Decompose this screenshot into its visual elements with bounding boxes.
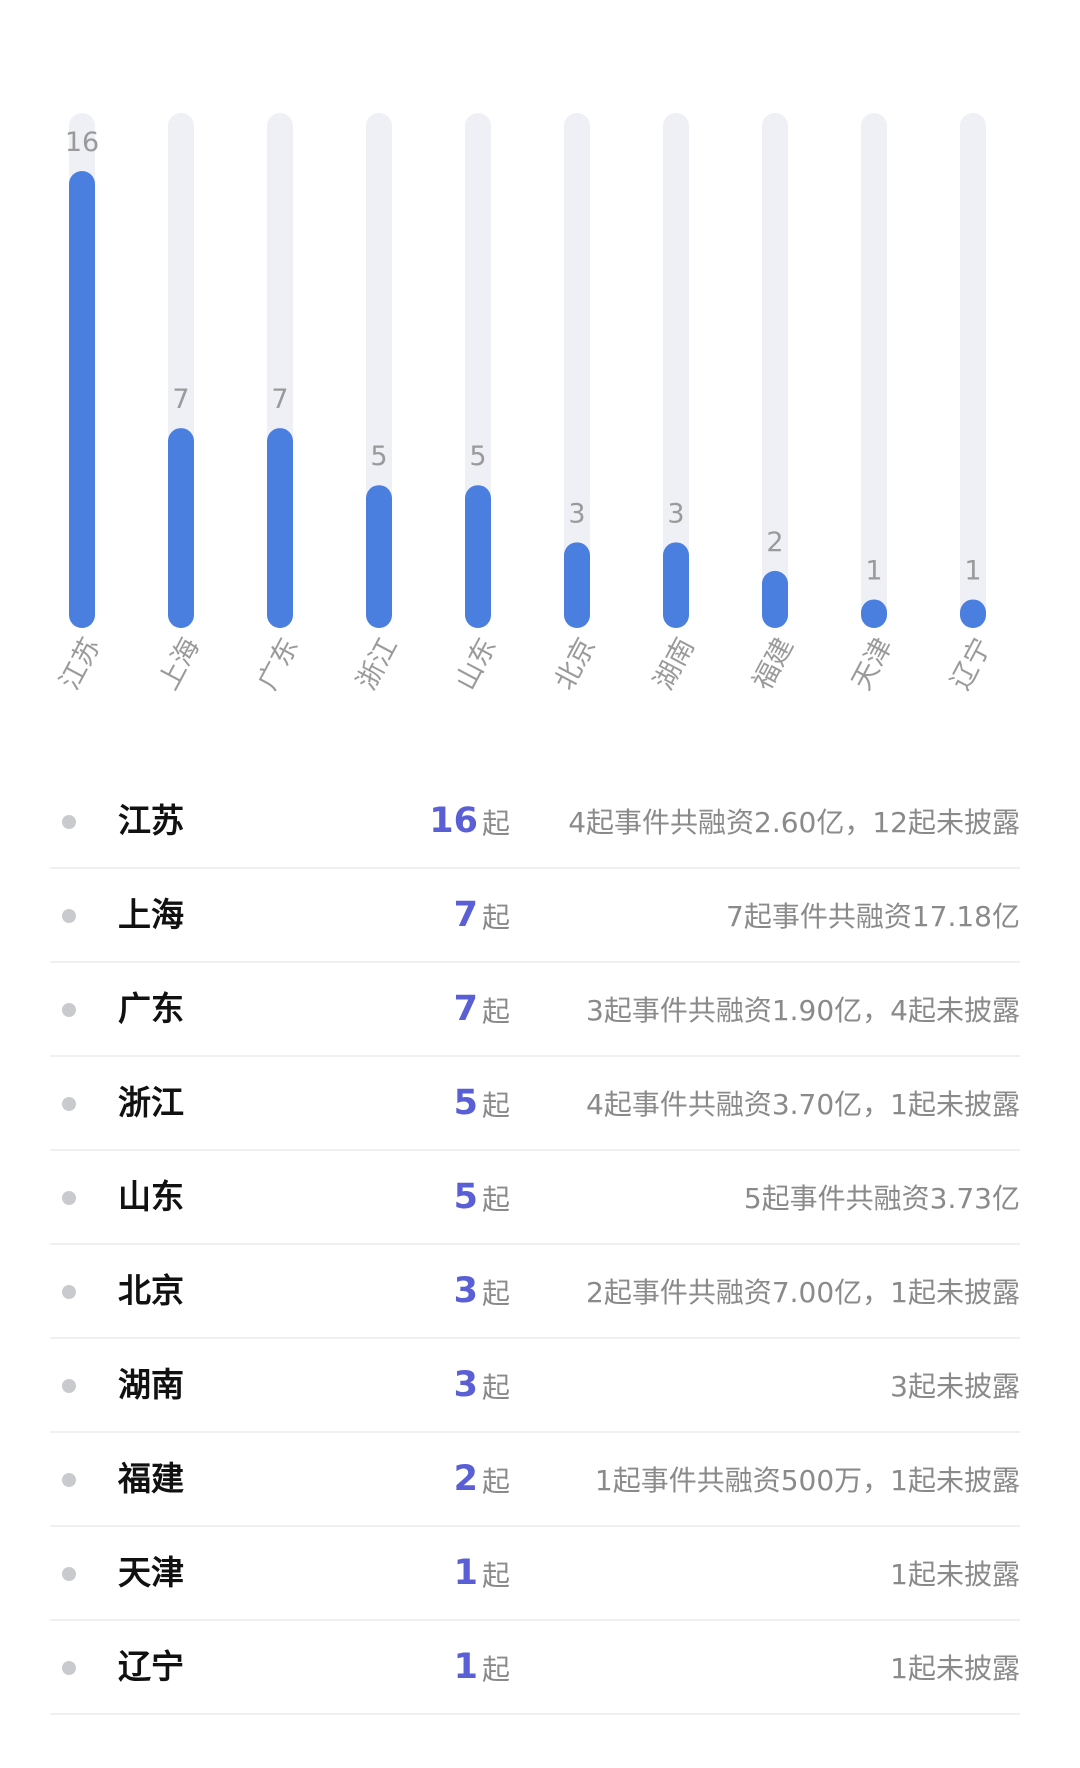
table-row: 北京 3 起 2起事件共融资7.00亿，1起未披露	[50, 1245, 1020, 1339]
category-tick-label: 江苏	[54, 633, 107, 695]
bar-track	[960, 113, 986, 628]
region-table: 江苏 16 起 4起事件共融资2.60亿，12起未披露 上海 7 起 7起事件共…	[50, 775, 1020, 1715]
count-unit: 起	[482, 1371, 511, 1404]
bullet-dot-icon	[62, 1097, 76, 1111]
category-tick-label: 北京	[549, 633, 602, 695]
region-name: 福建	[118, 1459, 184, 1498]
bar-value-label: 2	[766, 527, 783, 558]
bullet-dot-icon	[62, 1003, 76, 1017]
bar	[762, 570, 788, 628]
bar	[69, 171, 95, 628]
category-tick-label: 天津	[846, 633, 899, 695]
count-unit: 起	[482, 1465, 511, 1498]
bar-track	[564, 113, 590, 628]
region-name: 江苏	[118, 801, 184, 840]
table-row: 山东 5 起 5起事件共融资3.73亿	[50, 1151, 1020, 1245]
bar-value-label: 7	[271, 384, 288, 415]
bar	[564, 542, 590, 628]
funding-note: 4起事件共融资3.70亿，1起未披露	[586, 1088, 1020, 1121]
bullet-dot-icon	[62, 815, 76, 829]
bar-track	[861, 113, 887, 628]
bar	[861, 599, 887, 628]
count-unit: 起	[482, 1277, 511, 1310]
region-name: 山东	[118, 1177, 184, 1216]
funding-note: 1起事件共融资500万，1起未披露	[594, 1464, 1020, 1497]
bar-value-label: 16	[65, 127, 99, 158]
bar-track	[762, 113, 788, 628]
funding-note: 2起事件共融资7.00亿，1起未披露	[586, 1276, 1020, 1309]
funding-note: 1起未披露	[890, 1652, 1020, 1685]
event-count: 1	[453, 1553, 478, 1593]
bullet-dot-icon	[62, 1661, 76, 1675]
bar	[960, 599, 986, 628]
bar	[465, 485, 491, 628]
bar-value-label: 1	[964, 555, 981, 586]
category-tick-label: 广东	[252, 633, 305, 695]
bullet-dot-icon	[62, 1379, 76, 1393]
bar-value-label: 3	[667, 498, 684, 529]
funding-note: 1起未披露	[890, 1558, 1020, 1591]
bullet-dot-icon	[62, 909, 76, 923]
count-unit: 起	[482, 807, 511, 840]
event-count: 1	[453, 1647, 478, 1687]
bar-value-label: 5	[469, 441, 486, 472]
table-row: 浙江 5 起 4起事件共融资3.70亿，1起未披露	[50, 1057, 1020, 1151]
region-name: 辽宁	[118, 1647, 184, 1686]
bullet-dot-icon	[62, 1567, 76, 1581]
event-count: 16	[429, 801, 478, 841]
event-count: 3	[453, 1271, 478, 1311]
category-tick-label: 浙江	[351, 633, 404, 695]
count-unit: 起	[482, 1653, 511, 1686]
count-unit: 起	[482, 995, 511, 1028]
region-name: 湖南	[118, 1365, 184, 1404]
table-row: 辽宁 1 起 1起未披露	[50, 1621, 1020, 1715]
table-row: 天津 1 起 1起未披露	[50, 1527, 1020, 1621]
bar	[663, 542, 689, 628]
bullet-dot-icon	[62, 1191, 76, 1205]
bar-track	[663, 113, 689, 628]
funding-note: 3起未披露	[890, 1370, 1020, 1403]
event-count: 7	[453, 989, 478, 1029]
bar-value-label: 5	[370, 441, 387, 472]
funding-note: 4起事件共融资2.60亿，12起未披露	[568, 806, 1020, 839]
category-tick-label: 辽宁	[945, 633, 998, 695]
event-count: 5	[453, 1177, 478, 1217]
funding-note: 7起事件共融资17.18亿	[726, 900, 1020, 933]
bar	[366, 485, 392, 628]
region-bar-chart: 16 江苏 7 上海 7 广东 5 浙江 5 山东 3 北京 3 湖南 2 福建 1 天津 1 辽宁	[54, 113, 998, 695]
table-row: 福建 2 起 1起事件共融资500万，1起未披露	[50, 1433, 1020, 1527]
table-row: 广东 7 起 3起事件共融资1.90亿，4起未披露	[50, 963, 1020, 1057]
funding-note: 3起事件共融资1.90亿，4起未披露	[586, 994, 1020, 1027]
funding-note: 5起事件共融资3.73亿	[743, 1182, 1020, 1215]
event-count: 2	[453, 1459, 478, 1499]
region-name: 天津	[118, 1553, 184, 1592]
bar-value-label: 7	[172, 384, 189, 415]
category-tick-label: 湖南	[648, 633, 701, 695]
event-count: 5	[453, 1083, 478, 1123]
bar-value-label: 3	[568, 498, 585, 529]
event-count: 3	[453, 1365, 478, 1405]
region-name: 浙江	[118, 1083, 184, 1122]
region-name: 广东	[118, 989, 184, 1028]
bar	[267, 428, 293, 628]
category-tick-label: 山东	[450, 633, 503, 695]
event-count: 7	[453, 895, 478, 935]
count-unit: 起	[482, 1559, 511, 1592]
table-row: 湖南 3 起 3起未披露	[50, 1339, 1020, 1433]
count-unit: 起	[482, 901, 511, 934]
bullet-dot-icon	[62, 1285, 76, 1299]
region-name: 上海	[118, 895, 184, 934]
category-tick-label: 福建	[747, 633, 800, 695]
table-row: 江苏 16 起 4起事件共融资2.60亿，12起未披露	[50, 775, 1020, 869]
category-tick-label: 上海	[153, 633, 206, 695]
bar	[168, 428, 194, 628]
bar-value-label: 1	[865, 555, 882, 586]
count-unit: 起	[482, 1183, 511, 1216]
bullet-dot-icon	[62, 1473, 76, 1487]
table-row: 上海 7 起 7起事件共融资17.18亿	[50, 869, 1020, 963]
region-name: 北京	[118, 1271, 184, 1310]
count-unit: 起	[482, 1089, 511, 1122]
